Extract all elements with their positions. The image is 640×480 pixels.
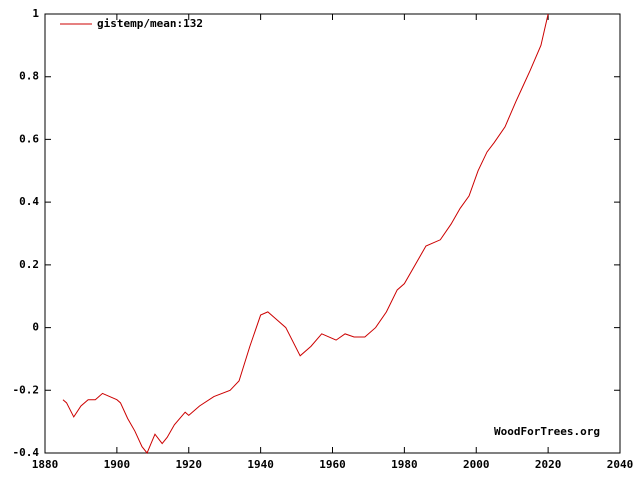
- x-tick-label: 1960: [319, 458, 346, 471]
- x-tick-label: 2040: [607, 458, 634, 471]
- y-tick-label: -0.4: [13, 446, 40, 459]
- y-tick-label: 0.6: [19, 132, 39, 145]
- y-tick-label: 0.2: [19, 258, 39, 271]
- y-tick-label: 0.8: [19, 70, 39, 83]
- y-tick-label: 0.4: [19, 195, 39, 208]
- y-tick-label: 0: [32, 321, 39, 334]
- x-tick-label: 1980: [391, 458, 418, 471]
- x-tick-label: 2000: [463, 458, 490, 471]
- y-tick-label: -0.2: [13, 383, 40, 396]
- x-tick-label: 1940: [247, 458, 274, 471]
- annotation: WoodForTrees.org: [494, 425, 600, 438]
- line: [62, 13, 549, 454]
- x-tick-label: 1900: [104, 458, 131, 471]
- x-tick-label: 1880: [32, 458, 59, 471]
- plot-frame: [44, 13, 621, 454]
- y-tick-label: 1: [32, 7, 39, 20]
- legend-label: gistemp/mean:132: [97, 17, 203, 30]
- x-tick-label: 1920: [176, 458, 203, 471]
- x-tick-label: 2020: [535, 458, 562, 471]
